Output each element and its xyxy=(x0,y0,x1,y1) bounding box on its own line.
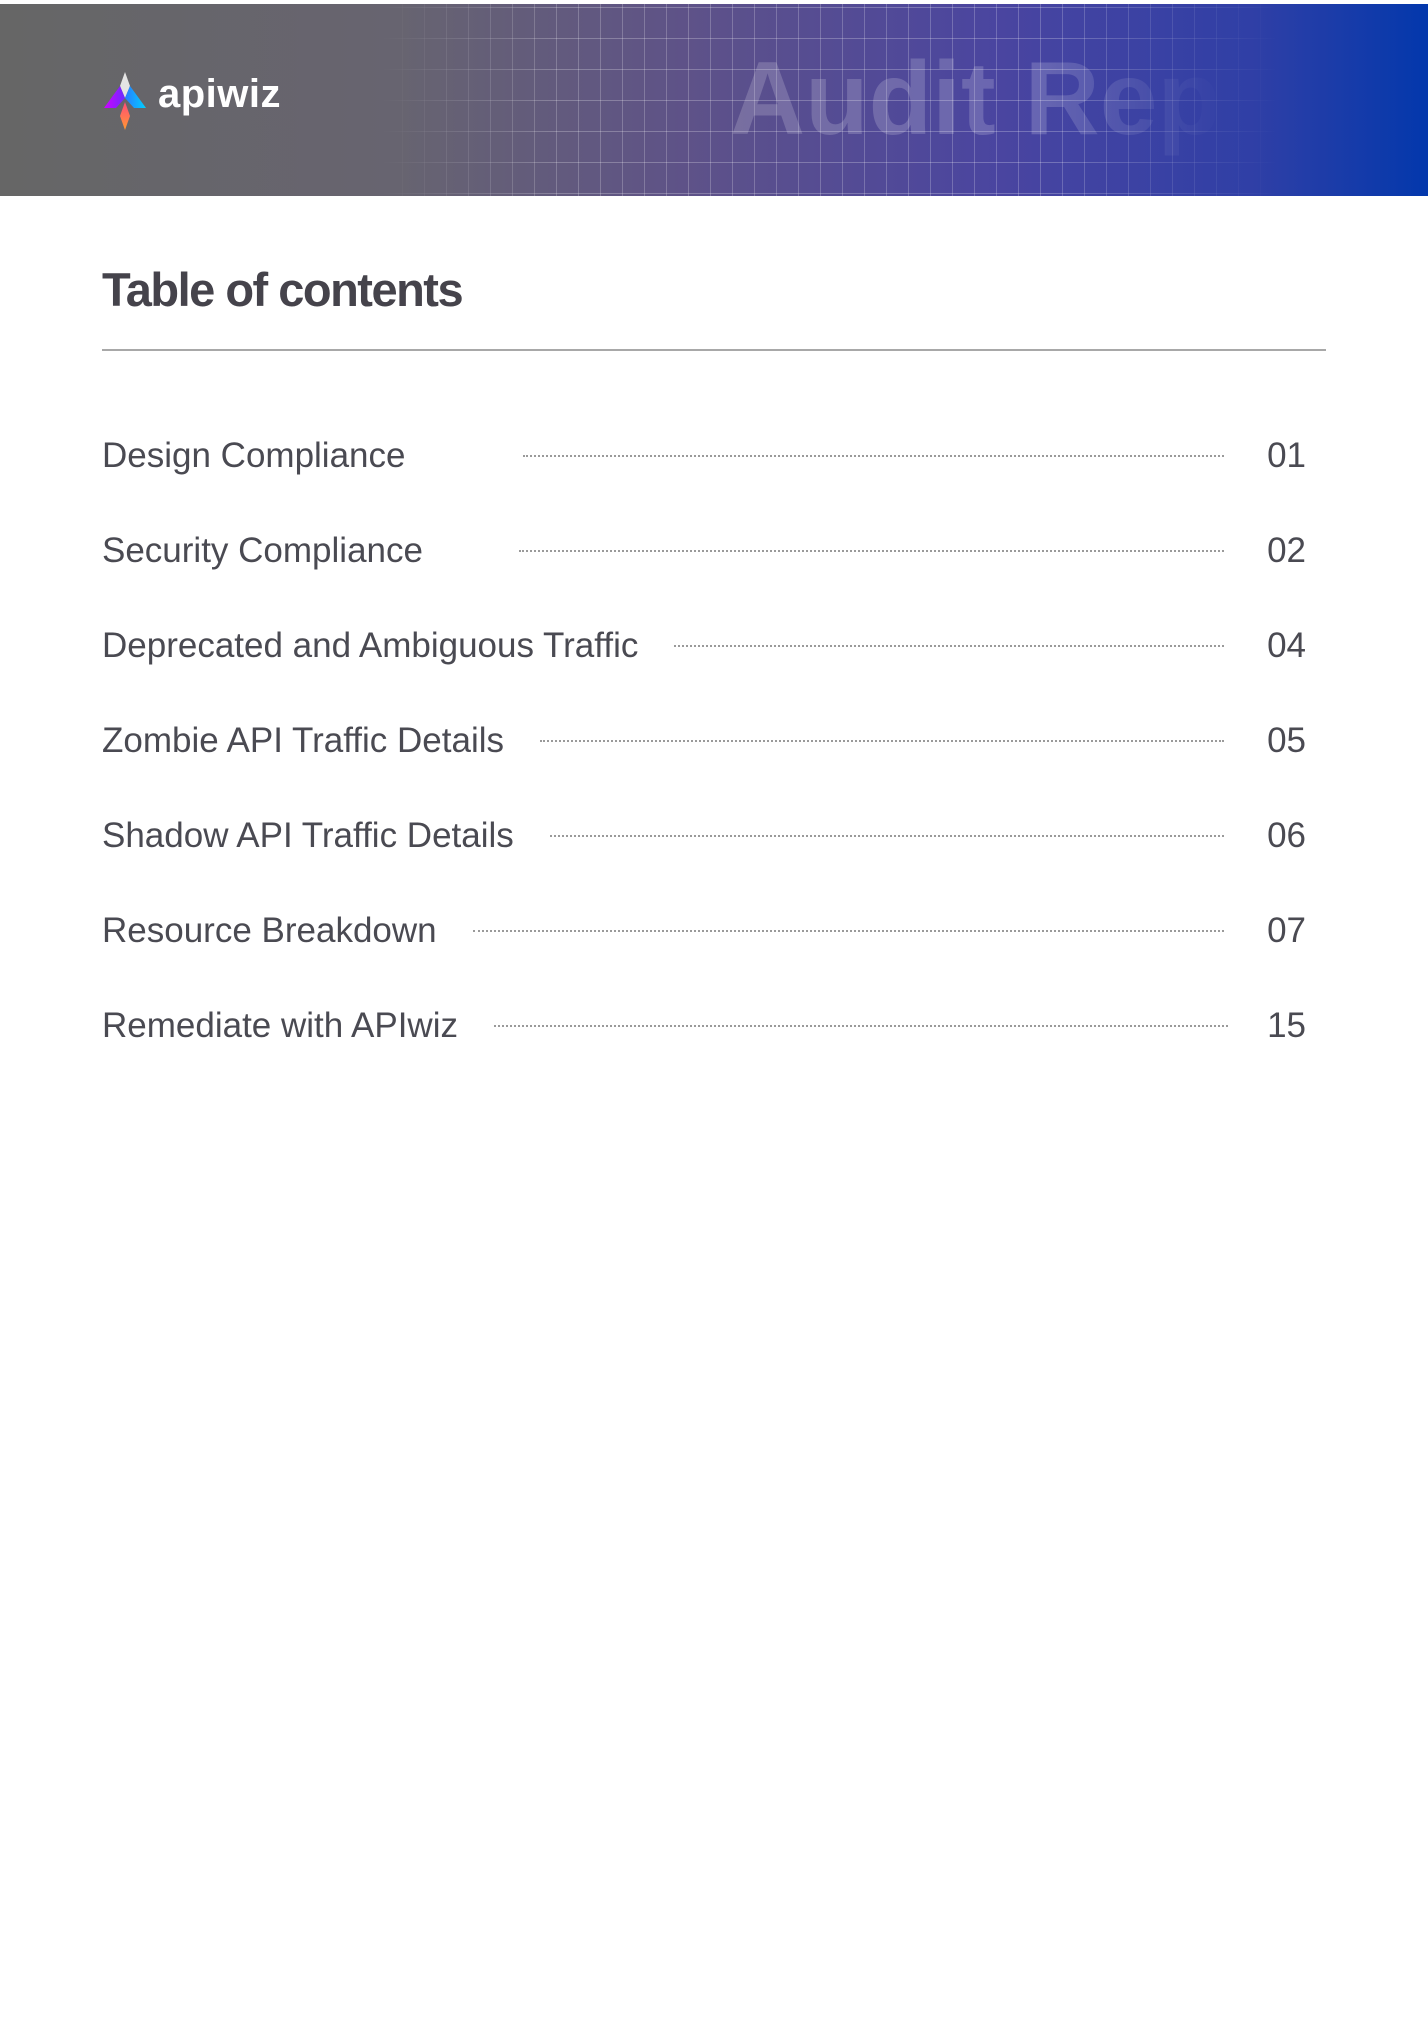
brand-logo: apiwiz xyxy=(102,70,281,132)
apiwiz-logo-icon xyxy=(104,72,146,130)
toc-entry-page: 02 xyxy=(1267,530,1306,570)
toc-entry-label[interactable]: Security Compliance xyxy=(102,530,423,570)
toc-entry-label[interactable]: Resource Breakdown xyxy=(102,910,437,950)
header-banner: Audit Report apiwiz xyxy=(0,4,1428,196)
toc-entry-label[interactable]: Design Compliance xyxy=(102,435,406,475)
toc-entry[interactable]: Design Compliance 01 xyxy=(102,408,1306,503)
toc-entry-page: 04 xyxy=(1267,625,1306,665)
dotted-leader xyxy=(472,929,1224,932)
grid-pattern xyxy=(380,4,1280,196)
toc-entry[interactable]: Deprecated and Ambiguous Traffic 04 xyxy=(102,598,1306,693)
dotted-leader xyxy=(674,644,1224,647)
brand-name: apiwiz xyxy=(158,71,282,116)
toc-entry-page: 01 xyxy=(1267,435,1306,475)
dotted-leader xyxy=(493,1024,1228,1027)
toc-entry-label[interactable]: Deprecated and Ambiguous Traffic xyxy=(102,625,639,665)
toc-entry-page: 07 xyxy=(1267,910,1306,950)
toc-entry[interactable]: Resource Breakdown 07 xyxy=(102,883,1306,978)
toc-entry-label[interactable]: Zombie API Traffic Details xyxy=(102,720,505,760)
toc-entry-page: 05 xyxy=(1267,720,1306,760)
toc-entry-page: 06 xyxy=(1267,815,1306,855)
toc-entry-label[interactable]: Remediate with APIwiz xyxy=(102,1005,458,1045)
toc-entry[interactable]: Zombie API Traffic Details 05 xyxy=(102,693,1306,788)
dotted-leader xyxy=(540,739,1224,742)
dotted-leader xyxy=(523,454,1224,457)
dotted-leader xyxy=(518,549,1224,552)
watermark-text: Audit Report xyxy=(730,41,1250,157)
toc-entry[interactable]: Remediate with APIwiz 15 xyxy=(102,978,1306,1073)
toc-entry[interactable]: Security Compliance 02 xyxy=(102,503,1306,598)
dotted-leader xyxy=(549,834,1224,837)
toc-entry-label[interactable]: Shadow API Traffic Details xyxy=(102,815,514,855)
toc-entry[interactable]: Shadow API Traffic Details 06 xyxy=(102,788,1306,883)
page-title: Table of contents xyxy=(102,263,464,316)
toc-entry-page: 15 xyxy=(1267,1005,1306,1045)
title-divider xyxy=(102,349,1326,351)
table-of-contents: Design Compliance 01 Security Compliance… xyxy=(102,408,1306,1073)
